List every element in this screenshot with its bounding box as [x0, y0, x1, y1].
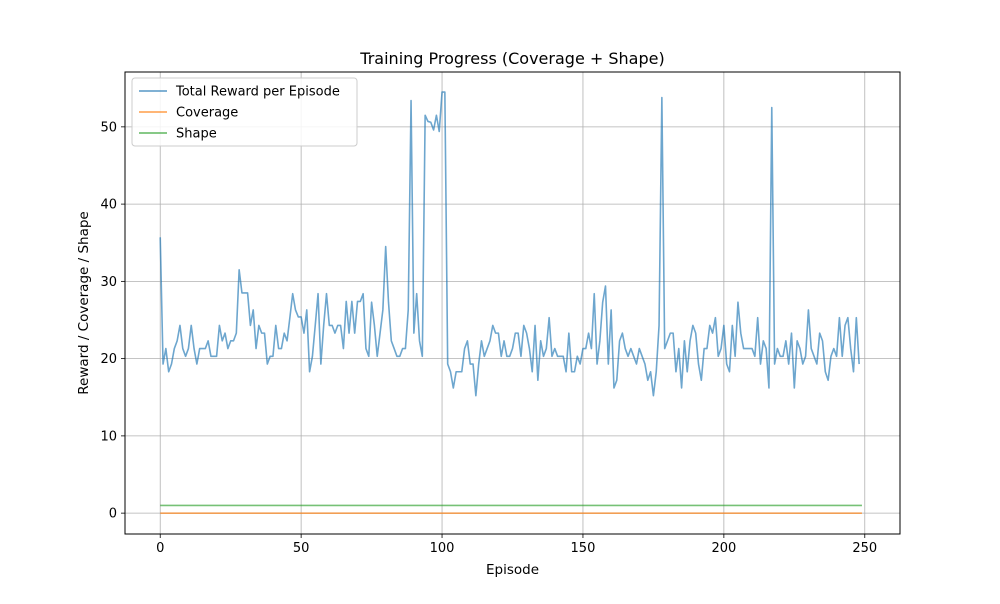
total-reward-per-episode-line: [159, 91, 860, 397]
chart-title: Training Progress (Coverage + Shape): [359, 49, 664, 68]
x-tick-label: 50: [293, 541, 310, 556]
y-tick-label: 40: [100, 198, 117, 213]
legend-entry: Coverage: [139, 106, 238, 121]
y-axis-label: Reward / Coverage / Shape: [76, 211, 92, 395]
legend-entry: Shape: [139, 127, 217, 142]
x-axis-label: Episode: [486, 562, 539, 578]
y-tick-label: 20: [100, 352, 117, 367]
legend-entry: Total Reward per Episode: [139, 85, 340, 100]
x-tick-label: 200: [711, 541, 736, 556]
x-tick-label: 100: [430, 541, 455, 556]
y-tick-label: 10: [100, 429, 117, 444]
x-tick-label: 150: [571, 541, 596, 556]
x-tick-label: 250: [852, 541, 877, 556]
y-tick-label: 50: [100, 120, 117, 135]
legend-label: Total Reward per Episode: [175, 85, 340, 100]
legend-label: Shape: [176, 127, 217, 142]
axis-ticks: 0 50 100 150 200 250 0 10 20 30 40 50: [100, 120, 877, 556]
legend-label: Coverage: [176, 106, 238, 121]
legend: Total Reward per Episode Coverage Shape: [131, 77, 358, 147]
y-tick-label: 0: [109, 507, 117, 522]
plot-frame: [124, 71, 901, 535]
series-lines: [159, 91, 862, 514]
legend-box: [131, 77, 358, 147]
x-tick-label: 0: [156, 541, 164, 556]
y-tick-label: 30: [100, 275, 117, 290]
